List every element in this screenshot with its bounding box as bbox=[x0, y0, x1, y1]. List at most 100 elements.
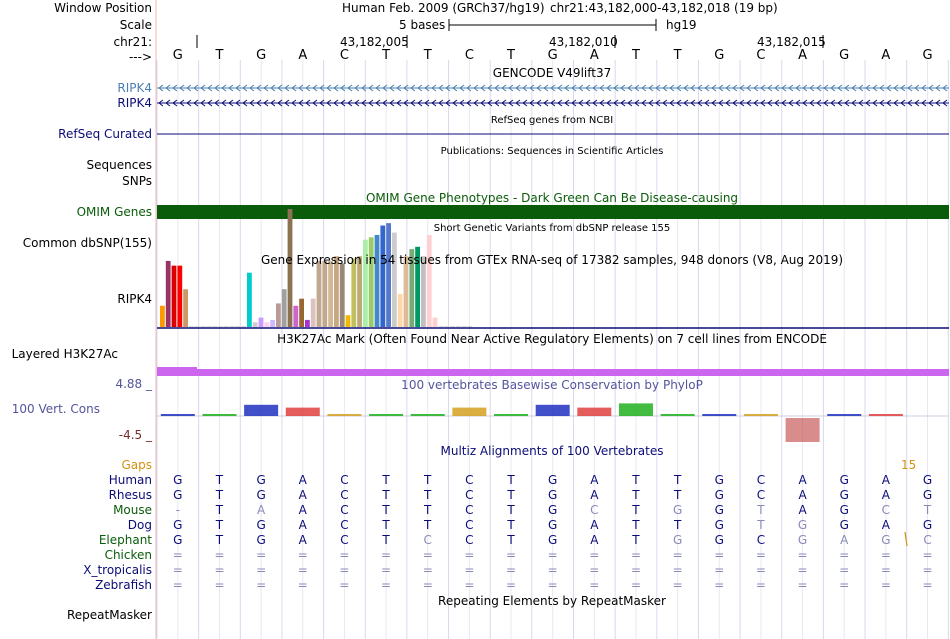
gencode-ripk4-transcript-2[interactable] bbox=[157, 99, 949, 107]
aligned-base: = bbox=[381, 548, 392, 562]
species-label[interactable]: Human bbox=[108, 473, 152, 487]
strand-chevron bbox=[179, 99, 185, 107]
gencode-ripk4-label-2[interactable]: RIPK4 bbox=[117, 96, 152, 110]
aligned-base: - bbox=[175, 503, 180, 517]
strand-chevron bbox=[424, 84, 430, 92]
strand-chevron bbox=[844, 99, 850, 107]
aligned-base: = bbox=[214, 563, 225, 577]
gtex-tissue-bar bbox=[218, 326, 223, 327]
strand-chevron bbox=[228, 84, 234, 92]
strand-chevron bbox=[844, 84, 850, 92]
refseq-curated-label[interactable]: RefSeq Curated bbox=[58, 127, 152, 141]
aligned-base: G bbox=[173, 518, 183, 532]
gaps-label[interactable]: Gaps bbox=[121, 458, 152, 472]
common-dbsnp-label[interactable]: Common dbSNP(155) bbox=[22, 236, 152, 250]
aligned-base: C bbox=[590, 503, 599, 517]
position-ruler[interactable] bbox=[196, 35, 824, 48]
strand-chevron bbox=[249, 99, 255, 107]
reference-base: C bbox=[339, 48, 349, 63]
omim-genes-label[interactable]: OMIM Genes bbox=[76, 205, 152, 219]
strand-chevron bbox=[872, 84, 878, 92]
aligned-base: G bbox=[714, 488, 724, 502]
aligned-base: T bbox=[673, 518, 682, 532]
h3k27ac-track-title: H3K27Ac Mark (Often Found Near Active Re… bbox=[277, 332, 827, 346]
gtex-tissue-bar bbox=[258, 317, 264, 327]
gtex-tissue-bar bbox=[421, 256, 426, 327]
strand-chevron bbox=[340, 84, 346, 92]
strand-chevron bbox=[550, 99, 556, 107]
species-label[interactable]: Rhesus bbox=[108, 488, 152, 502]
conservation-track-label[interactable]: 100 Vert. Cons bbox=[11, 402, 100, 416]
aligned-base: T bbox=[632, 488, 640, 502]
aligned-base: = bbox=[464, 563, 475, 577]
conservation-base-mark bbox=[410, 414, 445, 416]
strand-chevron bbox=[333, 99, 339, 107]
strand-chevron bbox=[606, 99, 612, 107]
gtex-tissue-bar bbox=[183, 289, 188, 327]
gtex-tissue-bar bbox=[252, 322, 258, 327]
aligned-base: T bbox=[215, 488, 224, 502]
species-label[interactable]: Mouse bbox=[113, 503, 152, 517]
gtex-tissue-bar bbox=[270, 319, 275, 327]
sequences-label[interactable]: Sequences bbox=[86, 158, 152, 172]
gtex-tissue-bar bbox=[426, 234, 432, 327]
position-readout[interactable]: chr21:43,182,000-43,182,018 (19 bp) bbox=[550, 1, 778, 15]
strand-chevron bbox=[641, 84, 647, 92]
strand-chevron bbox=[676, 84, 682, 92]
aligned-base: G bbox=[922, 473, 933, 487]
aligned-base: T bbox=[382, 533, 390, 547]
aligned-base: = bbox=[922, 548, 933, 562]
conservation-base-mark bbox=[244, 404, 279, 416]
strand-chevron bbox=[830, 84, 836, 92]
strand-chevron bbox=[564, 84, 570, 92]
strand-chevron bbox=[193, 99, 199, 107]
gencode-ripk4-transcript-1[interactable] bbox=[157, 84, 949, 92]
snps-label[interactable]: SNPs bbox=[122, 174, 152, 188]
species-label[interactable]: Zebrafish bbox=[95, 578, 152, 592]
gtex-tissue-bar bbox=[305, 319, 310, 327]
strand-chevron bbox=[382, 84, 388, 92]
strand-chevron bbox=[816, 99, 822, 107]
aligned-base: = bbox=[755, 578, 766, 592]
aligned-base: C bbox=[881, 503, 891, 517]
strand-chevron bbox=[907, 99, 913, 107]
strand-chevron bbox=[711, 84, 717, 92]
strand-chevron bbox=[410, 84, 416, 92]
gtex-expression-chart[interactable] bbox=[160, 209, 473, 327]
strand-chevron bbox=[543, 84, 549, 92]
strand-chevron bbox=[221, 84, 227, 92]
strand-chevron bbox=[578, 99, 584, 107]
h3k27ac-signal[interactable] bbox=[157, 367, 949, 376]
gtex-tissue-bar bbox=[206, 326, 212, 327]
conservation-base-mark bbox=[452, 407, 487, 416]
strand-chevron bbox=[781, 84, 787, 92]
scale-bar bbox=[448, 19, 657, 31]
strand-chevron bbox=[158, 99, 164, 107]
repeatmasker-label[interactable]: RepeatMasker bbox=[66, 608, 152, 622]
strand-chevron bbox=[291, 84, 297, 92]
species-label[interactable]: Dog bbox=[127, 518, 152, 532]
phylop-track-title: 100 vertebrates Basewise Conservation by… bbox=[401, 378, 703, 392]
species-label[interactable]: X_tropicalis bbox=[83, 563, 152, 577]
gencode-ripk4-label-1[interactable]: RIPK4 bbox=[117, 81, 152, 95]
reference-base: G bbox=[547, 48, 558, 63]
strand-chevron bbox=[207, 84, 213, 92]
aligned-base: = bbox=[714, 578, 725, 592]
aligned-base: = bbox=[880, 578, 891, 592]
h3k27ac-label[interactable]: Layered H3K27Ac bbox=[11, 347, 118, 361]
gtex-tissue-bar bbox=[363, 239, 368, 327]
species-label[interactable]: Chicken bbox=[104, 548, 152, 562]
aligned-base: A bbox=[881, 518, 890, 532]
reference-base: T bbox=[215, 48, 224, 63]
species-label[interactable]: Elephant bbox=[98, 533, 152, 547]
strand-chevron bbox=[375, 99, 381, 107]
omim-gene-bar[interactable] bbox=[157, 205, 949, 219]
aligned-base: = bbox=[922, 578, 933, 592]
gtex-gene-label[interactable]: RIPK4 bbox=[117, 292, 152, 306]
strand-chevron bbox=[536, 84, 542, 92]
phylop-conservation-plot[interactable] bbox=[157, 403, 949, 442]
assembly-title: Human Feb. 2009 (GRCh37/hg19) bbox=[342, 1, 545, 15]
gtex-tissue-bar bbox=[247, 272, 252, 327]
aligned-base: G bbox=[922, 518, 933, 532]
